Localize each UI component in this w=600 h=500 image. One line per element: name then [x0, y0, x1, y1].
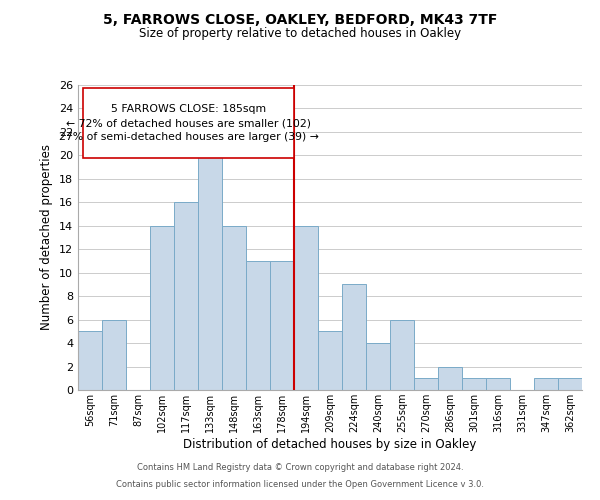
- Bar: [270, 261, 294, 390]
- Bar: [534, 378, 558, 390]
- Bar: [390, 320, 414, 390]
- Bar: [222, 226, 246, 390]
- Bar: [246, 261, 270, 390]
- Text: 5, FARROWS CLOSE, OAKLEY, BEDFORD, MK43 7TF: 5, FARROWS CLOSE, OAKLEY, BEDFORD, MK43 …: [103, 12, 497, 26]
- Bar: [366, 343, 390, 390]
- Bar: [78, 332, 102, 390]
- Bar: [294, 226, 318, 390]
- X-axis label: Distribution of detached houses by size in Oakley: Distribution of detached houses by size …: [184, 438, 476, 451]
- Bar: [174, 202, 198, 390]
- Bar: [462, 378, 486, 390]
- Bar: [486, 378, 510, 390]
- Bar: [318, 332, 342, 390]
- Bar: [102, 320, 126, 390]
- Text: Contains public sector information licensed under the Open Government Licence v : Contains public sector information licen…: [116, 480, 484, 489]
- FancyBboxPatch shape: [83, 88, 294, 158]
- Bar: [342, 284, 366, 390]
- Text: 5 FARROWS CLOSE: 185sqm
← 72% of detached houses are smaller (102)
27% of semi-d: 5 FARROWS CLOSE: 185sqm ← 72% of detache…: [59, 104, 319, 142]
- Text: Size of property relative to detached houses in Oakley: Size of property relative to detached ho…: [139, 28, 461, 40]
- Bar: [558, 378, 582, 390]
- Text: Contains HM Land Registry data © Crown copyright and database right 2024.: Contains HM Land Registry data © Crown c…: [137, 464, 463, 472]
- Bar: [414, 378, 438, 390]
- Y-axis label: Number of detached properties: Number of detached properties: [40, 144, 53, 330]
- Bar: [150, 226, 174, 390]
- Bar: [438, 366, 462, 390]
- Bar: [198, 144, 222, 390]
